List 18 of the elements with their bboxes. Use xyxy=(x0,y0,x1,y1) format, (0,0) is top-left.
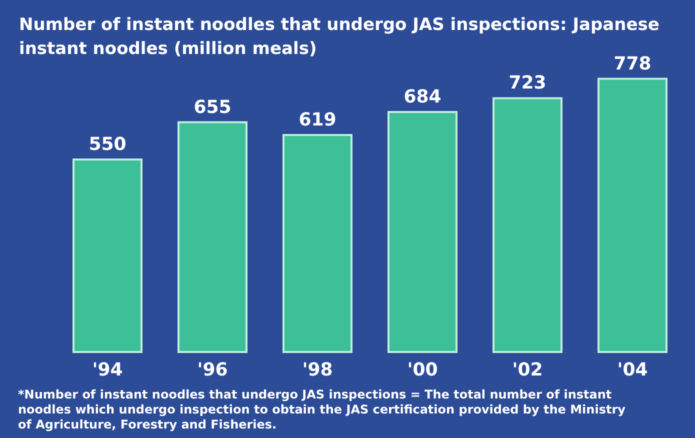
data-label: 684 xyxy=(404,86,442,108)
x-tick-label: '04 xyxy=(617,360,648,380)
bar xyxy=(492,97,562,353)
bar xyxy=(598,78,668,353)
bar xyxy=(282,134,352,353)
data-label: 550 xyxy=(88,134,126,155)
data-label: 655 xyxy=(194,96,232,118)
bar xyxy=(178,121,248,353)
data-label: 723 xyxy=(508,72,546,94)
text: *Number of instant noodles that undergo JAS inspections = The total number of instant noodles which undergo inspection to obtain the JAS certification provided by the Ministry of Agriculture, Forestry and Fisheries. xyxy=(18,388,626,432)
x-tick-label: '02 xyxy=(512,360,543,380)
bar xyxy=(72,158,142,353)
x-tick-label: '96 xyxy=(197,360,228,380)
bar xyxy=(388,111,458,353)
data-label: 619 xyxy=(298,110,336,131)
x-tick-label: '00 xyxy=(407,360,438,380)
x-tick-label: '98 xyxy=(302,360,333,380)
x-tick-label: '94 xyxy=(92,360,123,380)
